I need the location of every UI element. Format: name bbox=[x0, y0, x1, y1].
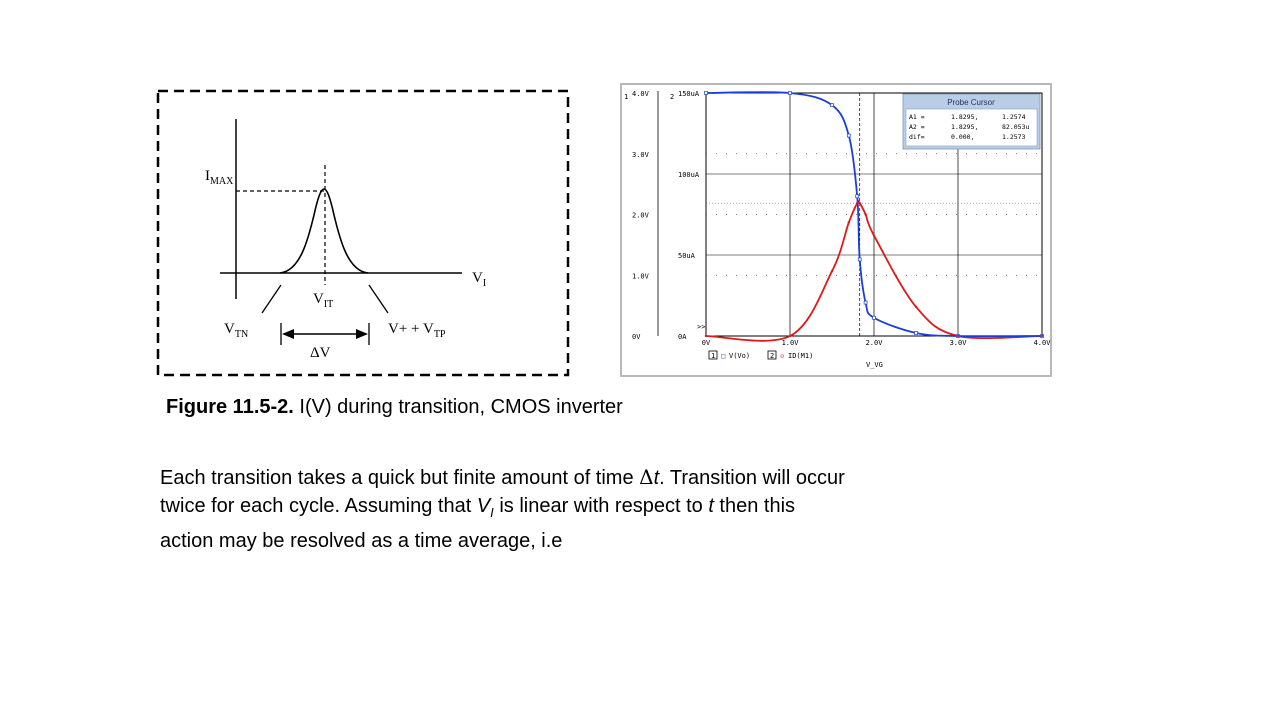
v-vo-point bbox=[788, 91, 792, 95]
legend-vo-text: V(Vo) bbox=[729, 352, 750, 360]
cursor-a2-y: 82.053u bbox=[1002, 123, 1029, 131]
x-tick-label: 2.0V bbox=[866, 339, 884, 347]
dv-arrowhead-right bbox=[356, 329, 368, 339]
v-vo-point bbox=[914, 331, 918, 335]
axis-marker: >> bbox=[697, 323, 705, 331]
paragraph-line-2: twice for each cycle. Assuming that VI i… bbox=[160, 495, 796, 520]
cursor-dif-label: dif= bbox=[909, 133, 925, 141]
v-vo-point bbox=[857, 257, 862, 262]
right-tick-label: 50uA bbox=[678, 252, 696, 260]
vtn-pointer bbox=[261, 284, 282, 314]
legend-box-1-num: 1 bbox=[711, 352, 715, 360]
id-m1-point bbox=[872, 234, 876, 237]
cursor-a1-x: 1.8295, bbox=[951, 113, 978, 121]
id-m1-point bbox=[858, 201, 861, 205]
transition-sketch-figure: IMAX VI VIT VTN V+ + VTP ΔV bbox=[156, 89, 570, 377]
figure-caption-text: I(V) during transition, CMOS inverter bbox=[293, 396, 623, 418]
x-tick-label: 1.0V bbox=[782, 339, 800, 347]
left-tick-label: 3.0V bbox=[632, 151, 650, 159]
probe-cursor-window[interactable]: Probe Cursor A1 = 1.8295, 1.2574 A2 = 1.… bbox=[902, 93, 1041, 150]
legend-box-2-num: 2 bbox=[770, 352, 774, 360]
id-m1-point bbox=[847, 221, 850, 224]
imax-label: IMAX bbox=[205, 168, 234, 187]
right-tick-label: 0A bbox=[678, 333, 687, 341]
cursor-a2-x: 1.8295, bbox=[951, 123, 978, 131]
id-m1-point bbox=[830, 270, 834, 273]
dv-arrowhead-left bbox=[282, 329, 294, 339]
cursor-a2-label: A2 = bbox=[909, 123, 925, 131]
paragraph-line-3: action may be resolved as a time average… bbox=[160, 530, 563, 552]
explanation-paragraph: Each transition takes a quick but finite… bbox=[160, 463, 1120, 555]
left-tick-label: 4.0V bbox=[632, 90, 650, 98]
vtn-label: VTN bbox=[224, 321, 248, 340]
left-tick-label: 1.0V bbox=[632, 272, 650, 280]
id-m1-point bbox=[856, 201, 859, 205]
x-axis-label: V_VG bbox=[866, 361, 883, 369]
cursor-dif-x: 0.000, bbox=[951, 133, 974, 141]
corner-label-1: 1 bbox=[624, 93, 628, 101]
legend-box-2 bbox=[767, 350, 777, 360]
legend-id-symbol: ◇ bbox=[780, 352, 785, 360]
plot-curves bbox=[704, 91, 1044, 342]
cursor-a1-label: A1 = bbox=[909, 113, 925, 121]
id-m1-point bbox=[914, 305, 918, 309]
right-tick-label: 150uA bbox=[678, 90, 700, 98]
v-vo-point bbox=[855, 194, 860, 199]
v-vo-point bbox=[830, 103, 834, 107]
delta-v-label: ΔV bbox=[310, 345, 331, 361]
vi-label: VI bbox=[472, 270, 486, 289]
x-tick-label: 3.0V bbox=[950, 339, 968, 347]
left-tick-label: 0V bbox=[632, 333, 641, 341]
left-tick-label: 2.0V bbox=[632, 212, 650, 220]
id-m1-point bbox=[788, 334, 792, 338]
id-m1-point bbox=[704, 334, 708, 338]
paragraph-line-1: Each transition takes a quick but finite… bbox=[160, 465, 845, 489]
corner-label-2: 2 bbox=[670, 93, 674, 101]
legend-id-text: ID(M1) bbox=[788, 352, 813, 360]
x-tick-label: 0V bbox=[702, 339, 711, 347]
current-peak-curve bbox=[279, 188, 369, 274]
vtp-label: V+ + VTP bbox=[388, 321, 446, 340]
v-vo-point bbox=[863, 300, 868, 305]
vtp-pointer bbox=[368, 284, 389, 314]
figure-caption: Figure 11.5-2. I(V) during transition, C… bbox=[166, 396, 623, 419]
probe-cursor-title: Probe Cursor bbox=[947, 98, 995, 107]
legend-box-1 bbox=[708, 350, 718, 360]
v-vo-point bbox=[872, 315, 876, 320]
cursor-a1-y: 1.2574 bbox=[1002, 113, 1026, 121]
legend-vo-symbol: □ bbox=[721, 352, 725, 360]
right-tick-label: 100uA bbox=[678, 171, 700, 179]
x-tick-label: 4.0V bbox=[1034, 339, 1052, 347]
id-m1-point bbox=[956, 334, 960, 338]
pspice-probe-chart: 0V 1.0V 2.0V 3.0V 4.0V4.0V3.0V2.0V1.0V0V150u… bbox=[620, 83, 1052, 377]
cursor-dif-y: 1.2573 bbox=[1002, 133, 1026, 141]
v-vo-point bbox=[704, 91, 708, 95]
figure-number: Figure 11.5-2. bbox=[166, 396, 294, 418]
dashed-border bbox=[156, 89, 570, 377]
v-vo-point bbox=[846, 133, 851, 138]
vit-label: VIT bbox=[313, 291, 333, 310]
id-m1-point bbox=[1040, 334, 1044, 338]
id-m1-point bbox=[864, 213, 867, 216]
